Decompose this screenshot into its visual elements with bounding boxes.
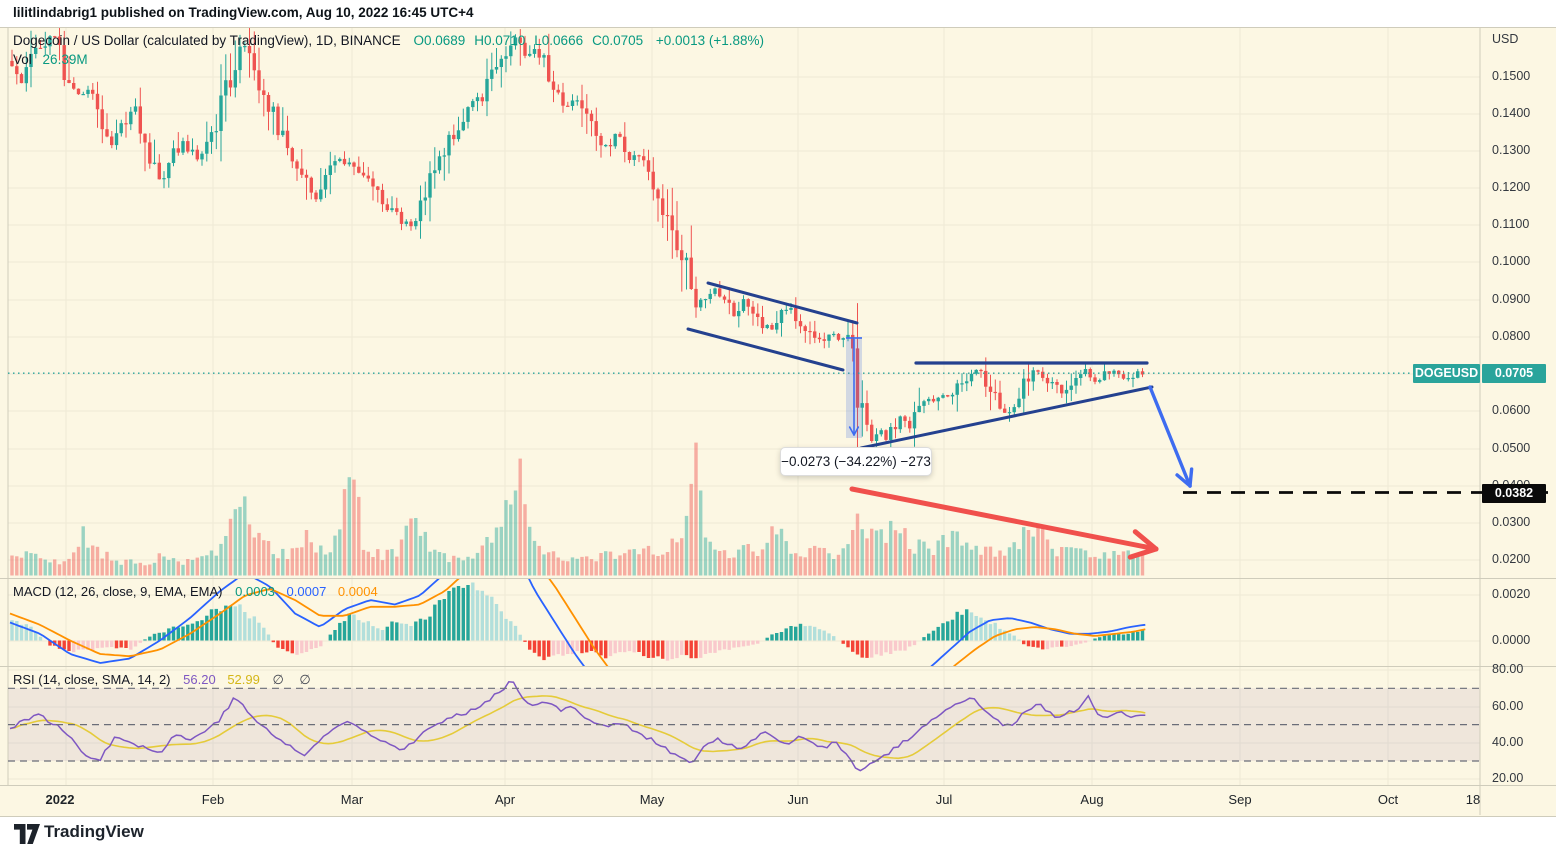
axis-tick-0.1500: 0.1500 xyxy=(1492,69,1531,83)
axis-tick-0.0600: 0.0600 xyxy=(1492,403,1531,417)
macd-signal-value: 0.0004 xyxy=(337,584,378,599)
axis-tick-0.0300: 0.0300 xyxy=(1492,515,1531,529)
axis-tick-20.00: 20.00 xyxy=(1492,771,1524,785)
axis-tick-USD: USD xyxy=(1492,32,1519,46)
symbol-title[interactable]: Dogecoin / US Dollar (calculated by Trad… xyxy=(13,33,401,48)
ohlc-item: H0.0710 xyxy=(474,33,526,48)
time-tick-Aug: Aug xyxy=(1080,792,1104,807)
footer: TradingView xyxy=(0,817,1556,850)
axis-tick-80.00: 80.00 xyxy=(1492,662,1524,676)
ohlc-values: O0.0689 H0.0710 L0.0666 C0.0705 xyxy=(404,33,643,48)
publish-header-text: lilitlindabrig1 published on TradingView… xyxy=(13,5,474,20)
macd-legend[interactable]: MACD (12, 26, close, 9, EMA, EMA) 0.0003… xyxy=(13,584,378,599)
axis-tick-0.1100: 0.1100 xyxy=(1492,217,1530,231)
rsi-legend[interactable]: RSI (14, close, SMA, 14, 2) 56.20 52.99 … xyxy=(13,672,317,688)
time-tick-2022: 2022 xyxy=(45,792,75,807)
axis-tick-0.0800: 0.0800 xyxy=(1492,329,1531,343)
time-tick-Mar: Mar xyxy=(340,792,364,807)
rsi-label[interactable]: RSI (14, close, SMA, 14, 2) xyxy=(13,672,171,687)
last-price-value-tag: 0.0705 xyxy=(1482,364,1546,383)
time-tick-Oct: Oct xyxy=(1377,792,1399,807)
tradingview-brand-link[interactable]: TradingView xyxy=(44,822,144,841)
axis-tick-0.0020: 0.0020 xyxy=(1492,587,1531,601)
volume-value: 26.39M xyxy=(42,52,88,67)
ohlc-item: L0.0666 xyxy=(534,33,584,48)
volume-label: Vol xyxy=(13,52,32,67)
macd-label[interactable]: MACD (12, 26, close, 9, EMA, EMA) xyxy=(13,584,223,599)
volume-legend: Vol 26.39M xyxy=(13,52,88,67)
time-tick-Jun: Jun xyxy=(787,792,809,807)
time-tick-May: May xyxy=(639,792,665,807)
axis-tick-0.1200: 0.1200 xyxy=(1492,180,1531,194)
axis-tick-0.0500: 0.0500 xyxy=(1492,441,1531,455)
rsi-value: 56.20 xyxy=(183,672,216,687)
tradingview-logo-icon xyxy=(14,824,40,844)
last-price-symbol-tag: DOGEUSD xyxy=(1413,364,1480,383)
axis-tick-0.0000: 0.0000 xyxy=(1492,633,1531,647)
time-tick-Jul: Jul xyxy=(935,792,953,807)
ohlc-item: C0.0705 xyxy=(592,33,644,48)
axis-tick-0.0200: 0.0200 xyxy=(1492,552,1531,566)
axis-tick-0.1400: 0.1400 xyxy=(1492,106,1531,120)
time-tick-Sep: Sep xyxy=(1228,792,1252,807)
measured-move-annotation: −0.0273 (−34.22%) −273 xyxy=(780,447,932,476)
target-price-tag: 0.0382 xyxy=(1482,484,1546,503)
macd-hist-value: 0.0003 xyxy=(235,584,275,599)
axis-tick-0.0900: 0.0900 xyxy=(1492,292,1531,306)
symbol-legend[interactable]: Dogecoin / US Dollar (calculated by Trad… xyxy=(13,33,764,48)
axis-tick-40.00: 40.00 xyxy=(1492,735,1524,749)
time-tick-18: 18 xyxy=(1465,792,1481,807)
macd-line-value: 0.0007 xyxy=(286,584,327,599)
time-tick-Feb: Feb xyxy=(201,792,225,807)
time-tick-Apr: Apr xyxy=(494,792,516,807)
rsi-empty-values: ∅ ∅ xyxy=(272,672,317,687)
publish-header: lilitlindabrig1 published on TradingView… xyxy=(0,0,1556,27)
axis-tick-60.00: 60.00 xyxy=(1492,699,1524,713)
rsi-sma-value: 52.99 xyxy=(227,672,260,687)
ohlc-item: O0.0689 xyxy=(413,33,466,48)
axis-tick-0.1300: 0.1300 xyxy=(1492,143,1531,157)
change-value: +0.0013 (+1.88%) xyxy=(655,33,764,48)
axis-tick-0.1000: 0.1000 xyxy=(1492,254,1531,268)
